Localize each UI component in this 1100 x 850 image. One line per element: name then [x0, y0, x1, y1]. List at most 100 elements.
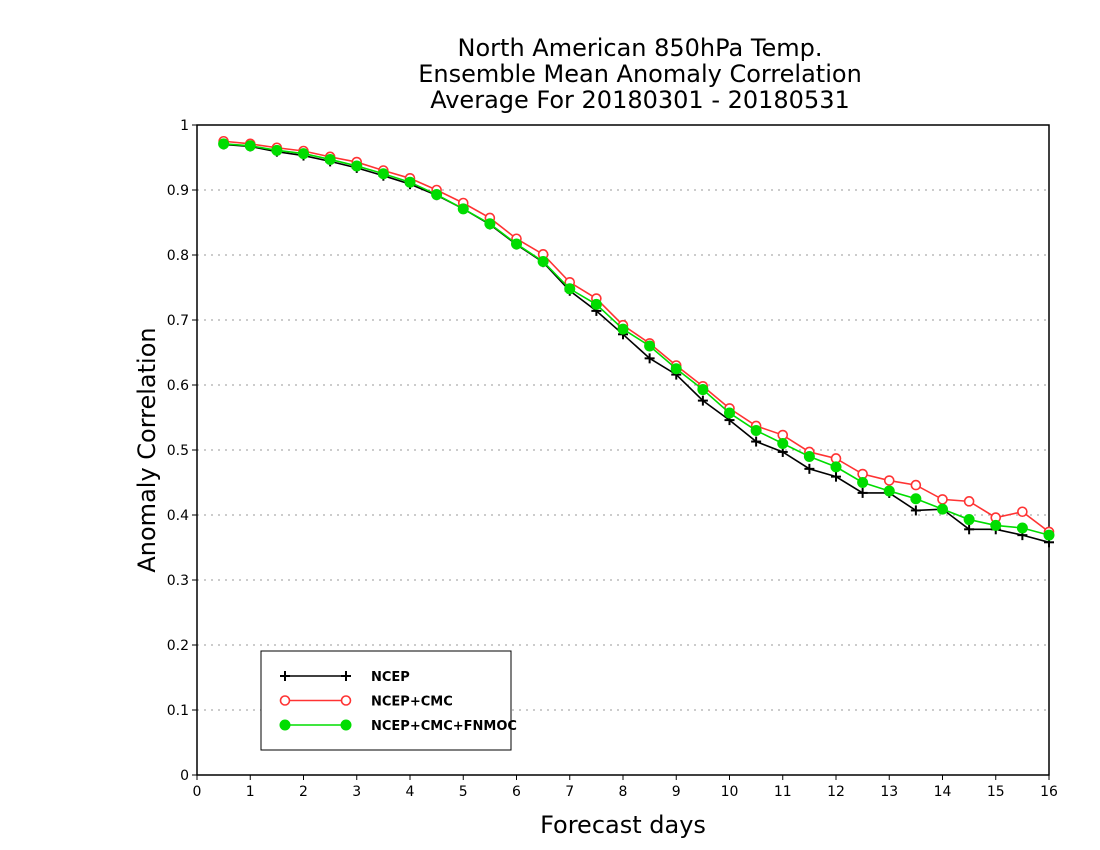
data-point: [697, 395, 708, 406]
data-point: [697, 384, 709, 396]
data-point: [244, 140, 256, 152]
legend-marker: [341, 671, 351, 681]
series-0: [218, 139, 1054, 548]
data-point: [511, 238, 522, 250]
data-point: [937, 494, 948, 505]
data-point: [377, 168, 389, 180]
y-tick-label: 0.1: [167, 703, 189, 719]
data-point: [564, 283, 576, 295]
data-point: [857, 477, 869, 488]
data-point: [963, 496, 975, 507]
axis-ticks: 00.10.20.30.40.50.60.70.80.910 1 2 3 4 5 6 7 8 9 1…: [167, 118, 1058, 800]
legend-marker: [340, 719, 352, 731]
data-point: [644, 340, 656, 352]
y-axis-label: Anomaly Correlation: [133, 327, 161, 572]
grid-lines: [197, 124, 1049, 711]
x-tick-label: 7: [565, 784, 574, 800]
series-line: [223, 143, 1050, 544]
legend-marker: [279, 695, 291, 706]
data-point: [804, 463, 815, 474]
data-point: [990, 519, 1002, 531]
data-point: [670, 363, 682, 375]
legend-marker: [340, 695, 352, 706]
data-point: [777, 438, 789, 449]
y-tick-label: 0.4: [167, 508, 189, 524]
data-point: [351, 160, 363, 172]
data-point: [750, 425, 762, 436]
x-tick-label: 15: [987, 784, 1005, 800]
x-tick-label: 0: [193, 784, 202, 800]
chart-title-line-3: Average For 20180301 - 20180531: [430, 86, 850, 114]
data-point: [404, 176, 416, 188]
x-tick-label: 4: [406, 784, 415, 800]
data-point: [271, 144, 283, 156]
y-tick-label: 0: [180, 768, 189, 784]
y-tick-label: 0.7: [167, 313, 189, 329]
x-tick-label: 5: [459, 784, 468, 800]
data-point: [830, 461, 842, 473]
data-point: [751, 436, 762, 447]
y-tick-label: 0.8: [167, 248, 189, 264]
data-point: [484, 218, 496, 230]
x-tick-label: 3: [352, 784, 361, 800]
series-line: [223, 140, 1050, 533]
data-point: [910, 505, 921, 516]
data-point: [431, 189, 443, 201]
x-tick-label: 6: [512, 784, 521, 800]
x-tick-label: 13: [880, 784, 898, 800]
data-point: [537, 256, 549, 267]
data-point: [1043, 529, 1055, 541]
data-point: [1017, 506, 1028, 518]
x-tick-label: 2: [299, 784, 308, 800]
legend: NCEP NCEP+CMC NCEP+CMC+FNMOC: [260, 650, 517, 751]
x-tick-label: 10: [721, 784, 739, 800]
data-point: [457, 203, 469, 215]
data-point: [831, 471, 841, 482]
x-tick-label: 12: [827, 784, 845, 800]
y-tick-label: 0.5: [167, 443, 189, 459]
series-1: [218, 135, 1055, 538]
data-point: [883, 485, 895, 497]
data-point: [803, 451, 815, 462]
legend-label: NCEP+CMC: [371, 695, 453, 710]
data-point: [937, 503, 948, 515]
y-tick-label: 0.6: [167, 378, 189, 394]
data-point: [724, 407, 735, 419]
x-tick-label: 11: [774, 784, 792, 800]
legend-label: NCEP+CMC+FNMOC: [371, 719, 517, 734]
data-point: [963, 514, 975, 526]
data-point: [910, 479, 922, 491]
data-point: [324, 153, 336, 165]
series-lines: [218, 135, 1055, 548]
legend-entry: NCEP+CMC: [279, 695, 453, 710]
legend-entry: NCEP: [280, 670, 410, 685]
data-point: [590, 298, 602, 310]
y-tick-label: 1: [180, 118, 189, 134]
y-tick-label: 0.2: [167, 638, 189, 654]
data-point: [1016, 522, 1028, 534]
series-2: [218, 138, 1055, 541]
data-point: [617, 323, 629, 335]
x-axis-label: Forecast days: [540, 811, 706, 839]
y-tick-label: 0.3: [167, 573, 189, 589]
x-tick-label: 14: [934, 784, 952, 800]
data-point: [883, 475, 895, 486]
data-point: [964, 524, 975, 535]
legend-marker: [280, 671, 290, 681]
data-point: [910, 493, 922, 505]
y-tick-label: 0.9: [167, 183, 189, 199]
legend-marker: [279, 719, 291, 731]
series-line: [223, 143, 1050, 536]
data-point: [644, 353, 655, 364]
data-point: [218, 138, 230, 150]
x-tick-label: 9: [672, 784, 681, 800]
chart-title-line-1: North American 850hPa Temp.: [457, 34, 823, 62]
x-tick-label: 8: [619, 784, 628, 800]
data-point: [298, 148, 309, 160]
data-point: [857, 487, 868, 498]
x-tick-label: 1: [246, 784, 255, 800]
legend-label: NCEP: [371, 670, 410, 685]
x-tick-label: 16: [1040, 784, 1058, 800]
legend-entry: NCEP+CMC+FNMOC: [279, 719, 517, 734]
